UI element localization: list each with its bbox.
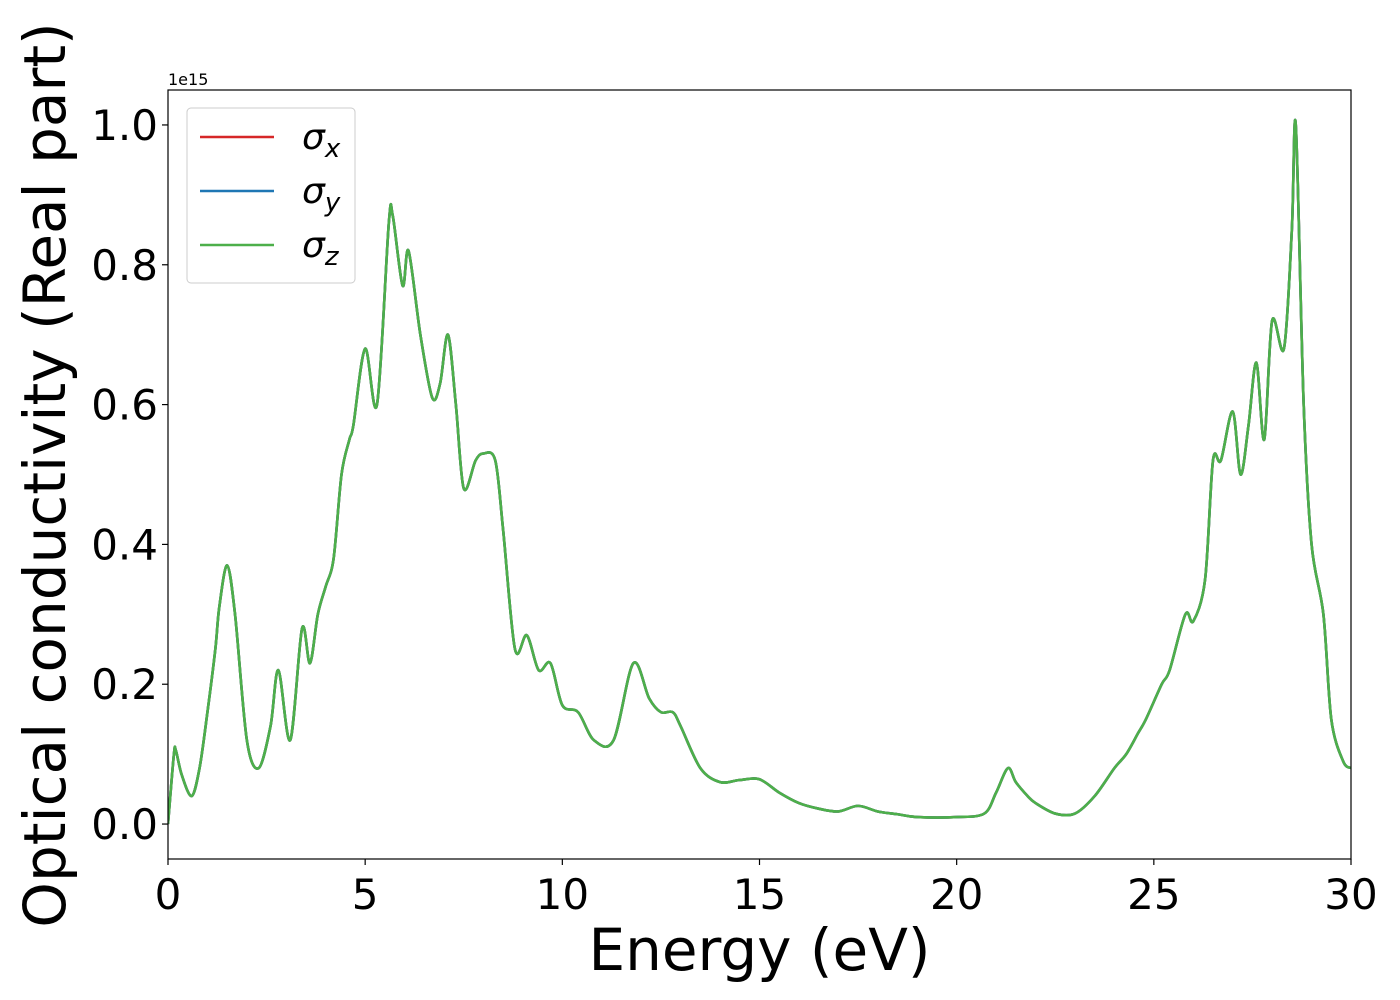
legend-label-z: σz bbox=[302, 225, 340, 272]
y-tick-label: 0.0 bbox=[91, 800, 158, 849]
legend-label-x: σx bbox=[302, 117, 341, 164]
x-tick-label: 20 bbox=[930, 870, 983, 919]
series-layer bbox=[168, 118, 1351, 825]
y-tick-label: 1.0 bbox=[91, 101, 158, 150]
plot-area bbox=[168, 90, 1351, 859]
legend: σx σy σz bbox=[186, 107, 356, 284]
y-tick-label: 0.2 bbox=[91, 660, 158, 709]
x-axis-title: Energy (eV) bbox=[588, 916, 930, 984]
x-tick-label: 15 bbox=[733, 870, 786, 919]
series-line-z bbox=[168, 118, 1351, 825]
x-tick-label: 10 bbox=[536, 870, 589, 919]
x-tick-label: 25 bbox=[1127, 870, 1180, 919]
y-offset-text: 1e15 bbox=[168, 70, 208, 89]
y-axis-title: Optical conductivity (Real part) bbox=[11, 22, 79, 927]
y-tick-label: 0.4 bbox=[91, 520, 158, 569]
x-tick-label: 30 bbox=[1324, 870, 1377, 919]
y-tick-label: 0.8 bbox=[91, 241, 158, 290]
y-axis: 0.0 0.2 0.4 0.6 0.8 1.0 bbox=[91, 101, 168, 849]
legend-label-y: σy bbox=[302, 171, 341, 218]
x-axis: 0 5 10 15 20 25 30 bbox=[155, 859, 1378, 919]
x-tick-label: 0 bbox=[155, 870, 182, 919]
y-tick-label: 0.6 bbox=[91, 381, 158, 430]
x-tick-label: 5 bbox=[352, 870, 379, 919]
legend-box bbox=[186, 107, 356, 284]
